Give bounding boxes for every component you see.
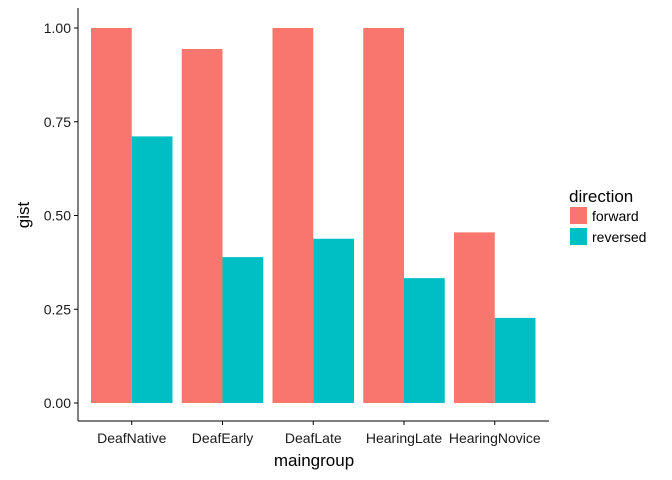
bar-forward-DeafNative bbox=[91, 28, 132, 403]
x-tick-label: DeafNative bbox=[97, 430, 166, 446]
legend-label-forward: forward bbox=[592, 208, 639, 224]
legend-label-reversed: reversed bbox=[592, 229, 646, 245]
x-axis-title: maingroup bbox=[274, 451, 354, 470]
y-tick-label: 1.00 bbox=[44, 20, 71, 36]
legend-key-reversed bbox=[570, 228, 587, 245]
y-tick-label: 0.25 bbox=[44, 301, 71, 317]
bar-reversed-DeafLate bbox=[313, 238, 354, 403]
y-tick-label: 0.50 bbox=[44, 208, 71, 224]
x-tick-label: HearingNovice bbox=[449, 430, 541, 446]
y-ticks-group: 0.00 0.25 0.50 0.75 1.00 bbox=[44, 20, 78, 411]
legend: direction forward reversed bbox=[569, 187, 646, 245]
bar-reversed-HearingNovice bbox=[494, 317, 536, 404]
bar-forward-HearingNovice bbox=[454, 232, 495, 404]
bars-group bbox=[91, 28, 536, 404]
y-axis-title: gist bbox=[14, 202, 33, 229]
bar-forward-DeafEarly bbox=[181, 49, 223, 403]
y-tick-label: 0.75 bbox=[44, 114, 71, 130]
x-ticks-group: DeafNative DeafEarly DeafLate HearingLate He… bbox=[97, 421, 541, 446]
x-tick-label: DeafLate bbox=[285, 430, 342, 446]
bar-forward-DeafLate bbox=[272, 28, 314, 403]
legend-title: direction bbox=[569, 187, 633, 206]
bar-forward-HearingLate bbox=[363, 28, 404, 403]
bar-reversed-DeafEarly bbox=[222, 257, 264, 404]
bar-reversed-HearingLate bbox=[404, 278, 445, 404]
x-tick-label: DeafEarly bbox=[192, 430, 253, 446]
bar-reversed-DeafNative bbox=[131, 136, 173, 404]
y-tick-label: 0.00 bbox=[44, 395, 71, 411]
x-tick-label: HearingLate bbox=[366, 430, 442, 446]
legend-key-forward bbox=[570, 207, 587, 224]
